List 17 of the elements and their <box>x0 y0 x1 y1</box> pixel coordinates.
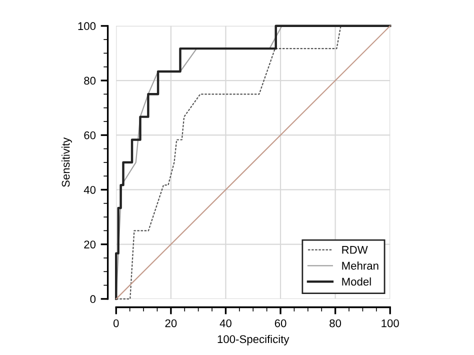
x-axis-title: 100-Specificity <box>218 334 290 346</box>
y-axis-title: Sensitivity <box>62 137 72 187</box>
x-tick-label: 80 <box>330 319 342 328</box>
y-tick-label: 20 <box>84 240 96 248</box>
legend-label: RDW <box>342 246 368 254</box>
y-tick-label: 80 <box>84 76 96 85</box>
x-tick-label: 20 <box>165 319 177 328</box>
legend-label: Mehran <box>342 262 378 270</box>
legend-label: Model <box>342 277 371 286</box>
x-tick-label: 60 <box>274 319 286 328</box>
y-tick-label: 100 <box>78 22 96 30</box>
x-tick-label: 100 <box>382 319 399 328</box>
y-tick-label: 60 <box>84 131 96 140</box>
x-tick-label: 0 <box>113 319 119 328</box>
x-tick-label: 40 <box>220 319 232 328</box>
y-tick-label: 0 <box>90 295 96 304</box>
y-tick-label: 40 <box>84 186 96 194</box>
